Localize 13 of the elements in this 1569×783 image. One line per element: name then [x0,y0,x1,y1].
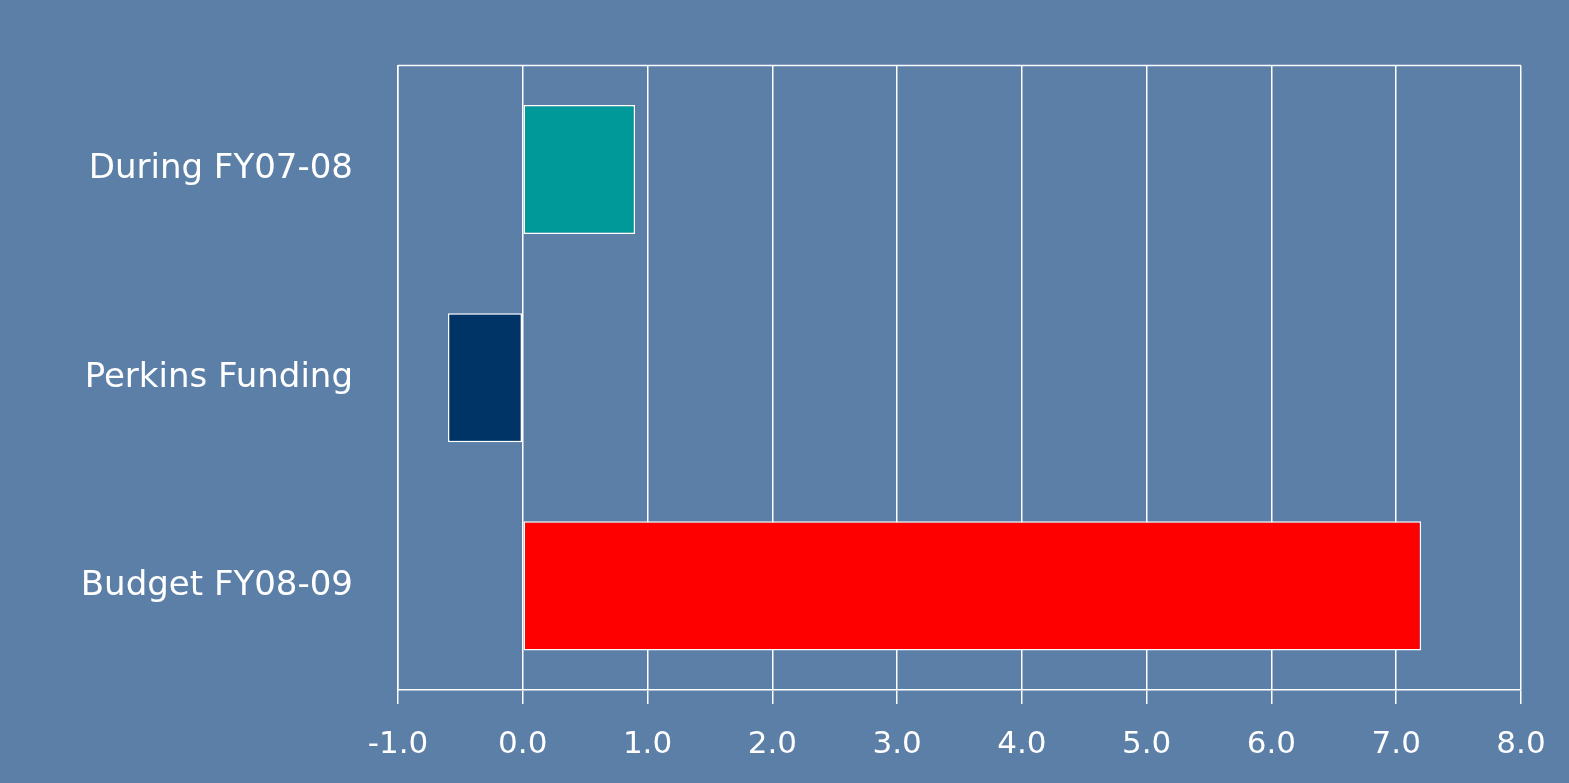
y-tick-label: During FY07-08 [88,146,353,187]
y-tick-label: Perkins Funding [84,354,353,395]
x-tick-label: 0.0 [498,723,548,760]
x-tick-label: 1.0 [622,723,673,760]
x-tick-label: 5.0 [1122,723,1172,760]
x-tick-label: 4.0 [997,723,1047,760]
x-tick-label: 2.0 [747,723,797,760]
x-tick-label: 3.0 [872,723,922,760]
x-tick-label: 8.0 [1496,723,1546,760]
x-tick-label: -1.0 [367,723,429,760]
y-tick-label: Budget FY08-09 [80,562,353,603]
x-tick-label: 6.0 [1246,723,1297,760]
x-tick-label: 7.0 [1371,723,1421,760]
